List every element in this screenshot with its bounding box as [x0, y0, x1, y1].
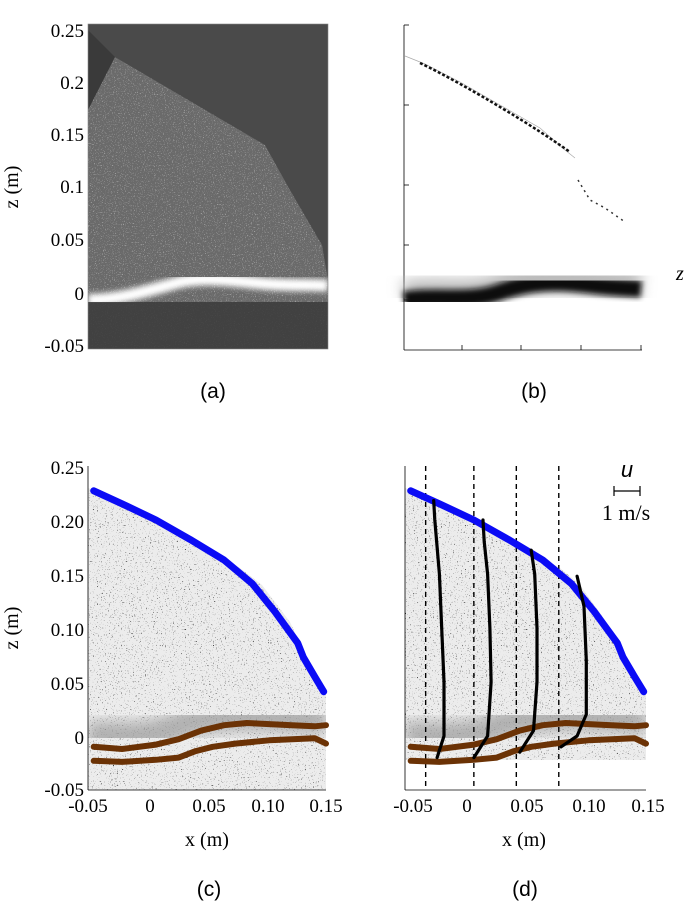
ytick-label: -0.05 [44, 336, 84, 357]
panel-label: (d) [512, 878, 538, 901]
xtick-label: 0.10 [572, 796, 605, 817]
panel-c-xticks: -0.05 0 0.05 0.10 0.15 [68, 796, 342, 817]
velocity-symbol: u [621, 457, 633, 482]
surface-trace [577, 179, 626, 223]
ytick-label: 0.05 [51, 230, 84, 251]
free-surface-line [407, 487, 648, 696]
panel-c: 0.25 0.20 0.15 0.10 0.05 0 -0.05 -0.05 0… [1, 458, 343, 901]
ytick-label: 0.25 [51, 21, 84, 42]
panel-d-xticks: -0.05 0 0.05 0.10 0.15 [393, 796, 664, 817]
free-surface-line [90, 487, 328, 696]
panel-label: (a) [200, 380, 226, 403]
velocity-profile-line [518, 548, 539, 754]
bed-boundary-line [407, 720, 649, 752]
xtick-label: -0.05 [68, 796, 108, 817]
bed-boundary-line [407, 735, 649, 765]
xtick-label: 0.05 [510, 796, 543, 817]
xtick-label: 0.15 [631, 796, 664, 817]
xtick-label: 0.10 [251, 796, 284, 817]
ytick-label: 0 [75, 728, 85, 749]
xtick-label: 0 [462, 796, 472, 817]
z-axis-label: z (m) [1, 166, 23, 209]
panel-d: -0.05 0 0.05 0.10 0.15 x (m) u 1 m/s (d) [393, 457, 664, 901]
panel-c-plot [90, 487, 329, 765]
ytick-label: 0.05 [51, 674, 84, 695]
ytick-label: 0.15 [51, 125, 84, 146]
panel-a: 0.25 0.2 0.15 0.1 0.05 0 -0.05 z (m) (a) [1, 21, 329, 403]
velocity-profile-line [559, 574, 588, 749]
bed-trace [402, 274, 642, 309]
ytick-label: 0.1 [60, 177, 84, 198]
velocity-profile-line [432, 499, 446, 760]
panel-label: (b) [521, 380, 547, 403]
panel-c-yticks: 0.25 0.20 0.15 0.10 0.05 0 -0.05 [44, 458, 84, 801]
panel-b-ticks [404, 24, 642, 350]
velocity-scale-label: 1 m/s [602, 500, 650, 525]
ytick-label: 0.10 [51, 620, 84, 641]
panel-b: z (b) [401, 24, 684, 403]
xtick-label: 0.15 [309, 796, 342, 817]
velocity-scale: u 1 m/s [602, 457, 650, 525]
xtick-label: 0 [145, 796, 155, 817]
bed-boundary-line [90, 735, 329, 765]
surface-trace [404, 55, 576, 159]
panel-label: (c) [197, 878, 222, 901]
xtick-label: -0.05 [393, 796, 433, 817]
ytick-label: 0.20 [51, 512, 84, 533]
x-axis-label: x (m) [502, 829, 546, 851]
surface-trace [419, 61, 571, 154]
panel-a-yticks: 0.25 0.2 0.15 0.1 0.05 0 -0.05 [44, 21, 84, 357]
bed-boundary-line [90, 720, 329, 752]
ytick-label: 0.2 [60, 73, 84, 94]
xtick-label: 0.05 [192, 796, 225, 817]
side-mark: z [675, 263, 684, 285]
ytick-label: -0.05 [44, 780, 84, 801]
panel-d-plot [407, 466, 649, 790]
z-axis-label: z (m) [1, 607, 23, 650]
velocity-profile-line [472, 518, 493, 760]
panel-a-image [88, 24, 328, 349]
ytick-label: 0 [75, 284, 85, 305]
x-axis-label: x (m) [185, 829, 229, 851]
ytick-label: 0.15 [51, 566, 84, 587]
ytick-label: 0.25 [51, 458, 84, 479]
